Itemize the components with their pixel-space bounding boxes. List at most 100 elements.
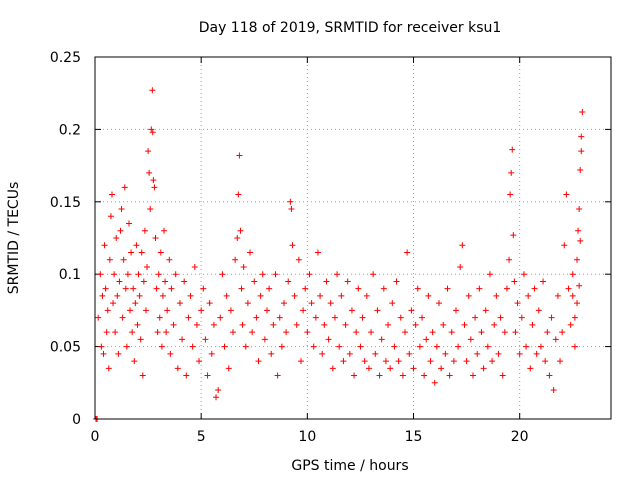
data-point <box>571 314 578 321</box>
data-point <box>331 314 338 321</box>
data-point <box>295 256 302 263</box>
data-point <box>575 227 582 234</box>
data-point <box>548 314 555 321</box>
data-point <box>270 321 277 328</box>
data-point <box>472 314 479 321</box>
data-point <box>232 256 239 263</box>
data-point <box>140 278 147 285</box>
data-point <box>467 336 474 343</box>
data-point <box>574 256 581 263</box>
data-point <box>550 387 557 394</box>
data-point <box>225 365 232 372</box>
data-point <box>113 235 120 241</box>
data-point <box>361 358 368 365</box>
data-point <box>569 271 576 278</box>
data-point <box>138 249 145 256</box>
data-point <box>489 358 496 365</box>
data-point <box>132 300 139 307</box>
data-point <box>431 379 438 386</box>
data-point <box>476 285 483 292</box>
data-point <box>495 350 502 357</box>
data-point <box>461 321 468 328</box>
data-point <box>100 350 107 357</box>
data-point <box>136 292 143 299</box>
data-point <box>257 292 264 299</box>
data-point <box>253 314 260 321</box>
data-point <box>145 148 152 155</box>
data-point <box>440 321 447 328</box>
data-point <box>147 206 154 213</box>
data-point <box>106 256 113 263</box>
data-point <box>139 372 146 379</box>
data-point <box>444 285 451 292</box>
data-point <box>474 350 481 357</box>
data-point <box>414 285 421 292</box>
data-point <box>327 300 334 307</box>
data-point <box>387 365 394 372</box>
data-point <box>429 329 436 336</box>
data-point <box>353 329 360 336</box>
data-point <box>255 358 262 365</box>
data-point <box>235 191 242 198</box>
data-point <box>501 329 508 336</box>
data-point <box>239 321 246 328</box>
data-point <box>215 387 222 394</box>
data-point <box>206 300 213 307</box>
data-point <box>574 300 581 307</box>
data-point <box>128 249 135 256</box>
data-point <box>554 292 561 299</box>
data-point <box>389 300 396 307</box>
data-point <box>236 152 243 159</box>
data-point <box>436 300 442 307</box>
data-point <box>134 321 141 328</box>
data-point <box>571 343 578 350</box>
data-point <box>457 263 464 270</box>
data-point <box>578 133 585 140</box>
data-point <box>125 220 132 227</box>
data-point <box>240 263 247 270</box>
data-point <box>187 292 194 299</box>
data-point <box>503 285 510 292</box>
data-point <box>193 321 200 328</box>
data-point <box>141 227 148 234</box>
data-point <box>219 271 226 278</box>
data-point <box>529 321 536 328</box>
data-point <box>234 235 241 241</box>
data-point <box>397 314 404 321</box>
data-point <box>202 336 209 343</box>
data-point <box>380 285 387 292</box>
data-point <box>478 329 485 336</box>
x-tick-label: 0 <box>91 429 100 445</box>
data-point <box>395 358 402 365</box>
data-point <box>278 343 285 350</box>
data-point <box>357 343 364 350</box>
data-point <box>448 329 455 336</box>
data-point <box>525 292 532 299</box>
data-point <box>480 365 487 372</box>
data-point <box>183 372 190 379</box>
data-point <box>306 271 313 278</box>
data-point <box>446 372 453 379</box>
data-point <box>329 365 336 372</box>
data-point <box>227 307 234 314</box>
y-tick-label: 0 <box>72 412 81 428</box>
data-point <box>385 321 392 328</box>
data-point <box>576 282 583 289</box>
data-point <box>261 336 268 343</box>
data-point <box>153 285 160 292</box>
data-point <box>249 329 256 336</box>
data-point <box>189 343 196 350</box>
data-point <box>342 321 349 328</box>
data-point <box>450 358 457 365</box>
data-point <box>402 329 409 336</box>
data-point <box>365 365 372 372</box>
data-point <box>516 350 523 357</box>
data-point <box>297 358 304 365</box>
data-point <box>412 321 419 328</box>
data-point <box>312 314 319 321</box>
data-point <box>287 198 294 205</box>
data-point <box>166 256 173 263</box>
data-point <box>149 129 156 136</box>
data-point <box>438 365 445 372</box>
data-point <box>144 263 151 270</box>
